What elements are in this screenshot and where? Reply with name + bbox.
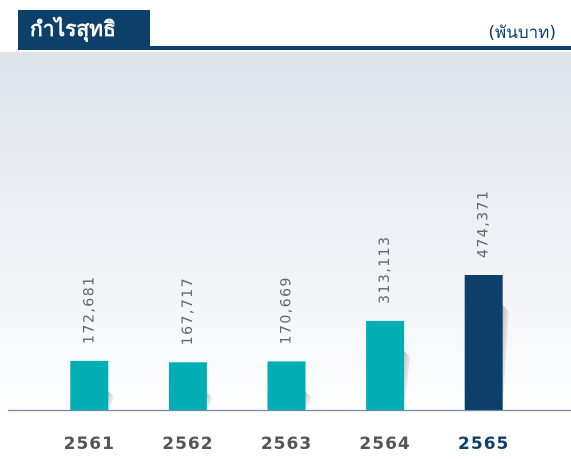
bar-shadow: [305, 391, 312, 410]
header-rule: [18, 46, 571, 50]
x-tick-label: 2562: [162, 434, 213, 454]
bar: [168, 362, 207, 410]
bar: [267, 361, 306, 410]
chart-title: กำไรสุทธิ: [30, 16, 116, 43]
bar-shadow: [206, 392, 213, 410]
bar: [70, 360, 109, 410]
bar-shadow: [502, 305, 509, 410]
value-label: 172,681: [81, 275, 97, 343]
bar-shadow: [108, 390, 115, 410]
x-tick-label: 2561: [64, 434, 115, 454]
value-label: 170,669: [279, 276, 295, 344]
x-tick-label: 2565: [458, 434, 509, 454]
value-label: 474,371: [476, 190, 492, 258]
x-tick-label: 2564: [359, 434, 410, 454]
bar: [366, 320, 405, 410]
value-label: 313,113: [377, 235, 393, 303]
title-box: [18, 10, 150, 50]
unit-label: (พันบาท): [488, 23, 556, 43]
bar: [464, 275, 503, 410]
bar-shadow: [404, 350, 411, 410]
x-tick-label: 2563: [261, 434, 312, 454]
value-label: 167,717: [180, 277, 196, 345]
